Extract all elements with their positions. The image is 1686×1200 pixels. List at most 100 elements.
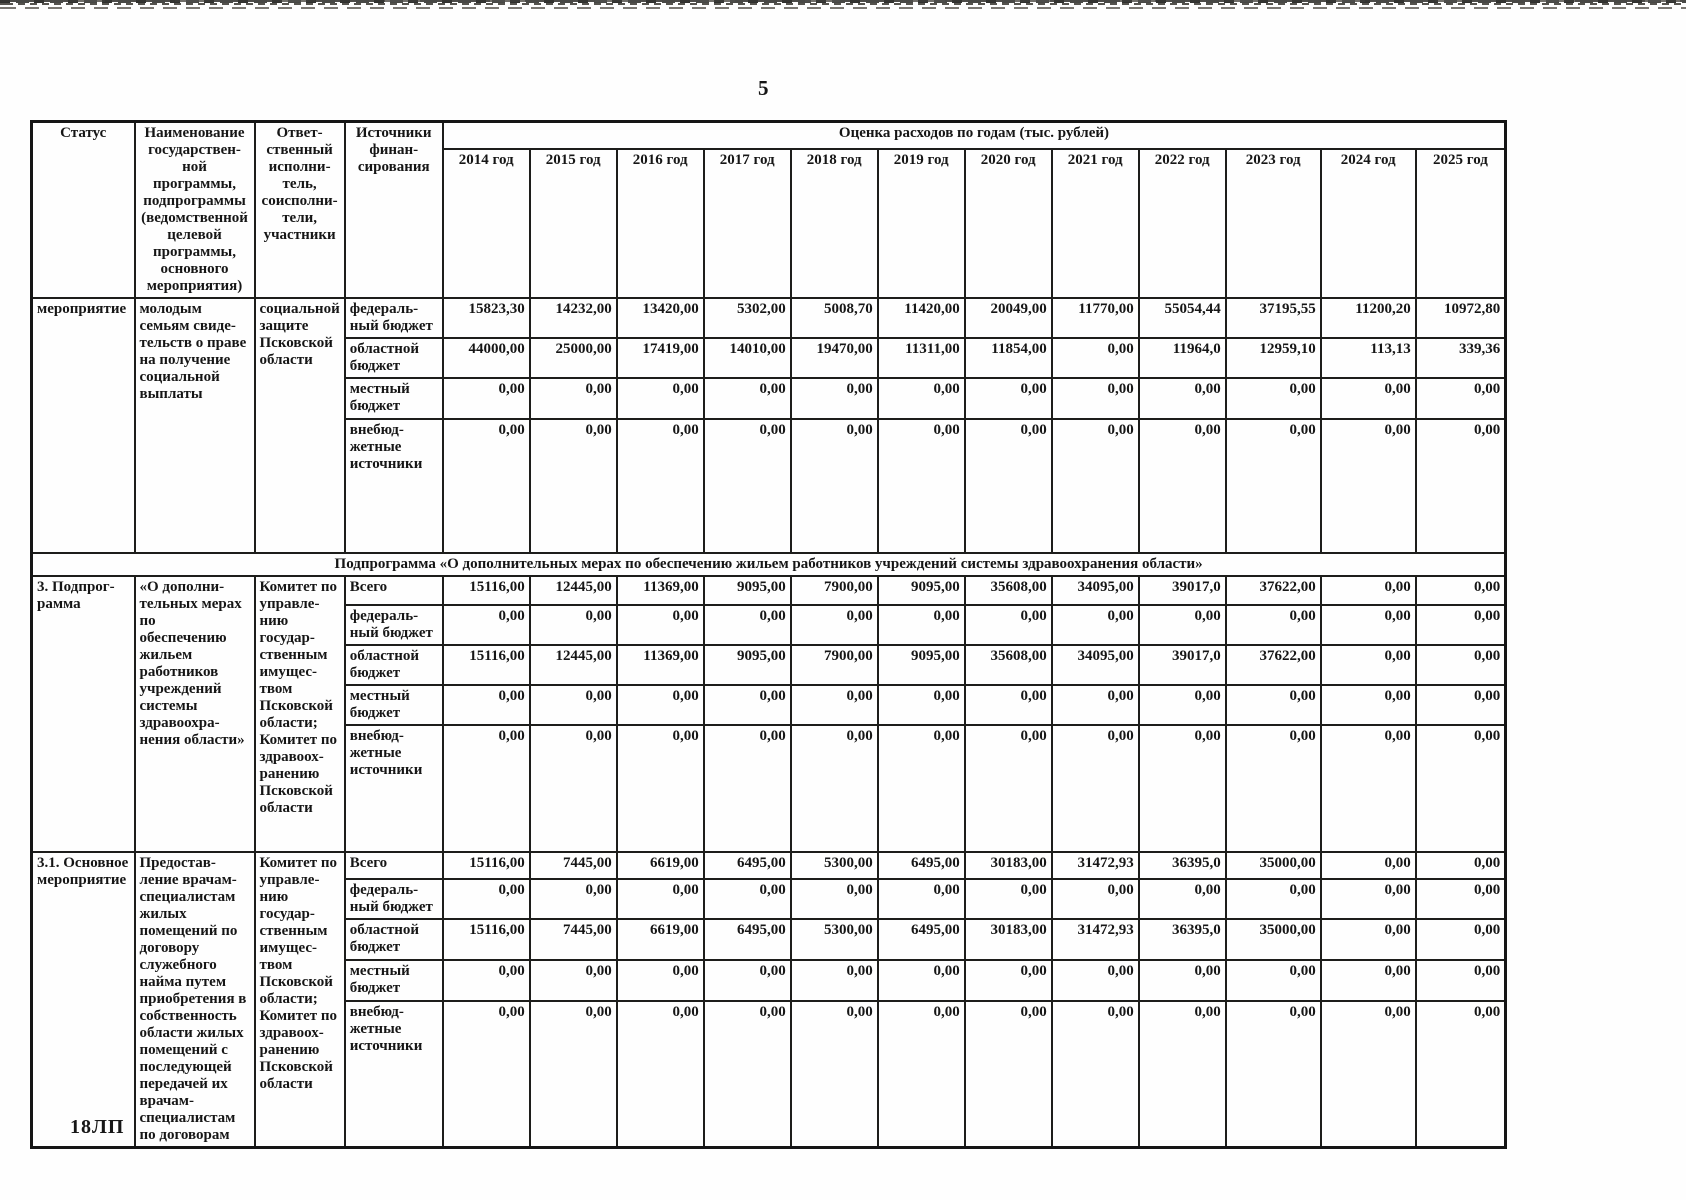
value-cell-2023: 35000,00 [1224,851,1322,880]
value-cell-2018: 19470,00 [789,337,879,379]
value-cell-2023: 0,00 [1224,604,1322,646]
value-cell-2016: 6619,00 [615,918,705,962]
program-cell: Предостав- ление врачам- специалистам жи… [133,851,256,1149]
value-cell-2016: 0,00 [615,377,705,420]
value-cell-2017: 14010,00 [702,337,792,379]
value-cell-2017: 9095,00 [702,575,792,606]
value-cell-2016: 0,00 [615,877,705,921]
value-cell-2020: 0,00 [963,418,1053,554]
value-cell-2022: 0,00 [1137,1000,1227,1149]
value-cell-2018: 7900,00 [789,644,879,686]
year-header-2020: 2020 год [963,148,1053,299]
value-cell-2019: 6495,00 [876,851,966,880]
source-cell: внебюд- жетные источники [343,724,444,853]
subprogram-band: Подпрограмма «О дополнительных мерах по … [30,552,1507,577]
value-cell-2022: 0,00 [1137,959,1227,1003]
value-cell-2020: 0,00 [963,1000,1053,1149]
value-cell-2020: 20049,00 [963,297,1053,339]
value-cell-2015: 25000,00 [528,337,618,379]
value-cell-2020: 0,00 [963,604,1053,646]
value-cell-2021: 0,00 [1050,684,1140,726]
value-cell-2021: 0,00 [1050,377,1140,420]
program-cell: молодым семьям свиде- тельств о праве на… [133,297,256,554]
source-cell: федераль- ный бюджет [343,877,444,921]
value-cell-2025: 10972,80 [1414,297,1507,339]
value-cell-2023: 0,00 [1224,724,1322,853]
value-cell-2021: 0,00 [1050,724,1140,853]
value-cell-2019: 0,00 [876,724,966,853]
scan-edge-bottom [0,0,1686,10]
value-cell-2015: 0,00 [528,684,618,726]
year-header-2019: 2019 год [876,148,966,299]
value-cell-2015: 0,00 [528,418,618,554]
value-cell-2018: 5300,00 [789,918,879,962]
value-cell-2015: 12445,00 [528,644,618,686]
value-cell-2021: 0,00 [1050,604,1140,646]
source-cell: Всего [343,575,444,606]
value-cell-2020: 11854,00 [963,337,1053,379]
value-cell-2022: 55054,44 [1137,297,1227,339]
status-cell: 3. Подпрог- рамма [30,575,136,853]
executor-cell: Комитет по управле- нию государ- ственны… [253,575,346,853]
value-cell-2014: 0,00 [441,959,531,1003]
value-cell-2024: 0,00 [1319,724,1417,853]
value-cell-2024: 0,00 [1319,575,1417,606]
value-cell-2023: 35000,00 [1224,918,1322,962]
value-cell-2015: 0,00 [528,377,618,420]
source-cell: внебюд- жетные источники [343,418,444,554]
value-cell-2014: 0,00 [441,724,531,853]
value-cell-2020: 0,00 [963,959,1053,1003]
value-cell-2016: 0,00 [615,1000,705,1149]
value-cell-2023: 0,00 [1224,959,1322,1003]
value-cell-2021: 34095,00 [1050,575,1140,606]
value-cell-2018: 0,00 [789,418,879,554]
value-cell-2017: 0,00 [702,604,792,646]
value-cell-2014: 0,00 [441,877,531,921]
value-cell-2019: 0,00 [876,684,966,726]
executor-cell: Комитет по управле- нию государ- ственны… [253,851,346,1149]
value-cell-2021: 0,00 [1050,337,1140,379]
value-cell-2021: 31472,93 [1050,851,1140,880]
value-cell-2019: 11420,00 [876,297,966,339]
value-cell-2014: 44000,00 [441,337,531,379]
value-cell-2014: 15116,00 [441,644,531,686]
value-cell-2016: 13420,00 [615,297,705,339]
source-cell: местный бюджет [343,959,444,1003]
value-cell-2020: 35608,00 [963,644,1053,686]
value-cell-2016: 0,00 [615,418,705,554]
value-cell-2014: 0,00 [441,684,531,726]
value-cell-2019: 6495,00 [876,918,966,962]
value-cell-2018: 5008,70 [789,297,879,339]
executor-cell: социальной защите Псковской области [253,297,346,554]
value-cell-2023: 0,00 [1224,418,1322,554]
year-header-2022: 2022 год [1137,148,1227,299]
value-cell-2017: 6495,00 [702,851,792,880]
column-header-program: Наименование государствен- ной программы… [133,120,256,299]
value-cell-2025: 0,00 [1414,604,1507,646]
value-cell-2024: 11200,20 [1319,297,1417,339]
value-cell-2020: 0,00 [963,684,1053,726]
value-cell-2025: 0,00 [1414,684,1507,726]
value-cell-2014: 15116,00 [441,918,531,962]
value-cell-2025: 0,00 [1414,644,1507,686]
source-cell: федераль- ный бюджет [343,297,444,339]
budget-table: Статус Наименование государствен- ной про… [30,120,1508,1149]
value-cell-2015: 0,00 [528,724,618,853]
value-cell-2017: 0,00 [702,377,792,420]
value-cell-2014: 15116,00 [441,851,531,880]
value-cell-2024: 0,00 [1319,644,1417,686]
value-cell-2019: 9095,00 [876,575,966,606]
value-cell-2020: 30183,00 [963,851,1053,880]
value-cell-2025: 0,00 [1414,418,1507,554]
value-cell-2018: 0,00 [789,604,879,646]
value-cell-2015: 0,00 [528,959,618,1003]
value-cell-2018: 0,00 [789,377,879,420]
value-cell-2023: 0,00 [1224,1000,1322,1149]
value-cell-2022: 0,00 [1137,418,1227,554]
value-cell-2024: 0,00 [1319,877,1417,921]
value-cell-2022: 36395,0 [1137,918,1227,962]
year-header-2021: 2021 год [1050,148,1140,299]
value-cell-2019: 0,00 [876,959,966,1003]
value-cell-2023: 0,00 [1224,377,1322,420]
